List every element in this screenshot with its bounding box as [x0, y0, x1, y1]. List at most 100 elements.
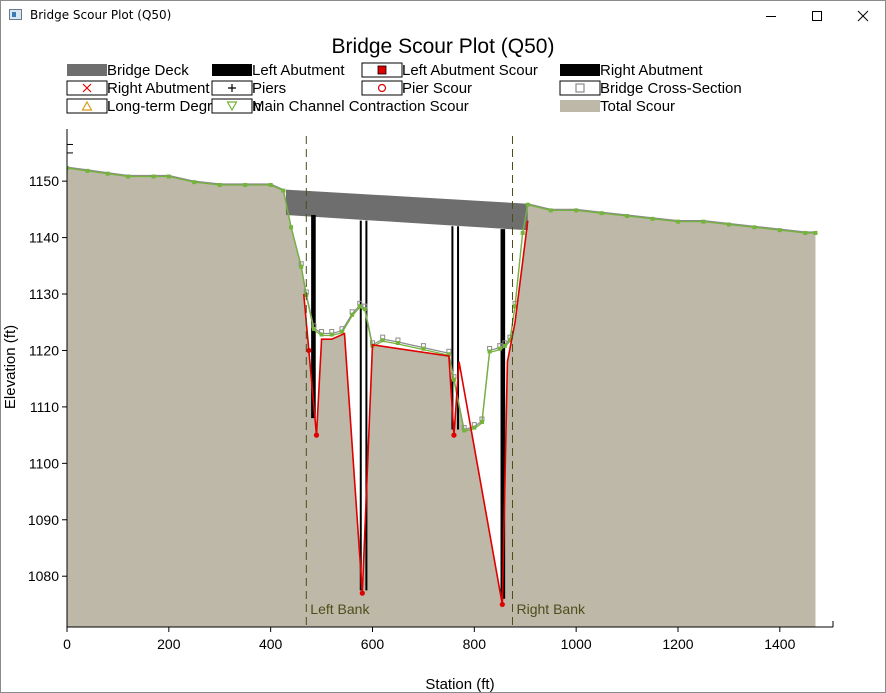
x-tick-label: 200	[157, 636, 181, 652]
legend-marker	[575, 83, 585, 93]
bridge-deck	[285, 189, 528, 231]
contraction-point	[151, 174, 156, 179]
minimize-icon	[766, 15, 776, 17]
x-tick-label: 1200	[662, 636, 693, 652]
legend-marker	[228, 84, 236, 92]
contraction-point	[513, 304, 518, 309]
y-tick-label: 1120	[29, 342, 59, 358]
legend-item: Main Channel Contraction Scour	[211, 98, 469, 115]
maximize-icon	[812, 10, 822, 21]
scour-chart: Bridge Scour Plot (Q50) Bridge Deck Left …	[2, 35, 834, 693]
legend-marker	[377, 83, 387, 93]
legend-swatch	[67, 64, 107, 76]
window-title: Bridge Scour Plot (Q50)	[30, 8, 172, 22]
legend-label: Left Abutment	[252, 62, 345, 79]
x-tick-label: 400	[259, 636, 283, 652]
contraction-point	[395, 340, 400, 345]
app-icon	[9, 9, 22, 20]
x-tick-label: 0	[63, 636, 71, 652]
legend-item: Bridge Cross-Section	[559, 80, 742, 97]
y-tick-label: 1130	[29, 286, 59, 302]
contraction-point	[497, 346, 502, 351]
contraction-point	[126, 174, 131, 179]
bank-label-left: Left Bank	[310, 601, 370, 617]
legend-label: Main Channel Contraction Scour	[252, 98, 469, 115]
y-tick-label: 1150	[29, 173, 59, 189]
legend-box	[559, 80, 601, 96]
contraction-point	[472, 425, 477, 430]
scour-point	[499, 601, 505, 608]
contraction-point	[289, 225, 294, 230]
legend-label: Bridge Deck	[107, 62, 189, 79]
close-icon	[857, 10, 869, 21]
contraction-point	[625, 214, 630, 219]
title-bar: Bridge Scour Plot (Q50)	[0, 0, 886, 31]
contraction-point	[525, 202, 530, 207]
legend-swatch	[560, 64, 600, 76]
y-tick-label: 1080	[28, 568, 59, 584]
axes: 0 200 400 600 800 1000 1200 1400 1080 1090 1100 111…	[28, 129, 834, 652]
ground-fill	[67, 167, 816, 627]
contraction-point	[574, 208, 579, 213]
scour-point	[359, 590, 365, 596]
close-button[interactable]	[840, 0, 886, 31]
contraction-point	[479, 420, 484, 425]
contraction-point	[357, 304, 362, 309]
contraction-point	[487, 349, 492, 354]
legend-item: Right Abutment	[560, 62, 703, 79]
contraction-point	[421, 346, 426, 351]
legend-item: Pier Scour	[361, 80, 472, 97]
legend-item: Piers	[211, 80, 286, 97]
legend: Bridge Deck Left Abutment Left Abutment Sc…	[66, 62, 742, 115]
legend-marker	[81, 100, 93, 111]
scour-point	[306, 347, 312, 354]
contraction-point	[311, 326, 316, 331]
y-tick-label: 1110	[30, 399, 59, 415]
contraction-point	[299, 264, 304, 269]
contraction-point	[166, 174, 171, 179]
contraction-point	[507, 338, 512, 343]
chart-title: Bridge Scour Plot (Q50)	[332, 35, 555, 58]
contraction-point	[192, 180, 197, 185]
legend-label: Right Abutment	[600, 62, 703, 79]
contraction-point	[520, 230, 525, 235]
legend-marker	[82, 83, 92, 93]
plot-content	[67, 166, 818, 627]
contraction-point	[281, 188, 286, 193]
contraction-point	[329, 332, 334, 337]
scour-hole	[303, 203, 528, 605]
maximize-button[interactable]	[794, 0, 840, 31]
legend-item: Left Abutment Scour	[361, 62, 538, 79]
legend-swatch	[212, 64, 252, 76]
legend-marker	[377, 65, 387, 75]
contraction-point	[67, 166, 69, 171]
y-axis-label: Elevation (ft)	[2, 325, 19, 409]
contraction-point	[85, 168, 90, 173]
contraction-point	[752, 225, 757, 230]
minimize-button[interactable]	[748, 0, 794, 31]
legend-label: Bridge Cross-Section	[600, 80, 742, 97]
contraction-point	[243, 182, 248, 187]
scour-line	[302, 220, 529, 605]
contraction-point	[446, 352, 451, 357]
contraction-point	[319, 332, 324, 337]
contraction-point	[675, 219, 680, 224]
contraction-point	[650, 216, 655, 221]
contraction-point	[726, 222, 731, 227]
y-tick-label: 1100	[29, 455, 59, 471]
contraction-point	[502, 343, 507, 348]
contraction-point	[701, 219, 706, 224]
contraction-point	[339, 329, 344, 334]
contraction-point	[350, 312, 355, 317]
contraction-point	[462, 428, 467, 433]
bank-label-right: Right Bank	[517, 601, 586, 617]
contraction-point	[813, 230, 818, 235]
plot-area: Left Bank Right Bank	[67, 136, 818, 627]
contraction-point	[217, 182, 222, 187]
scour-point	[313, 432, 320, 438]
contraction-point	[105, 171, 110, 176]
contraction-point	[777, 228, 782, 233]
contraction-point	[548, 208, 553, 213]
legend-label: Total Scour	[600, 98, 675, 115]
legend-item: Left Abutment	[212, 62, 345, 79]
